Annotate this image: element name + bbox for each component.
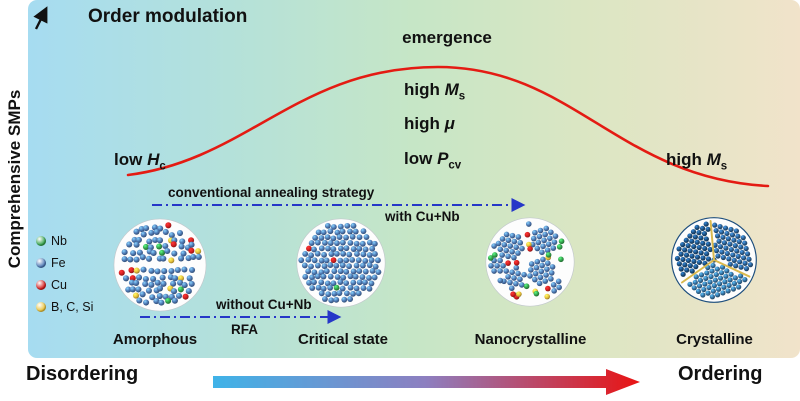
peak-line-high-mu: high μ [404,114,455,134]
disordering-ordering-arrow [213,369,640,395]
figure-title: Order modulation [88,6,248,27]
stage-circle-critical [296,218,386,308]
legend-label: Fe [51,256,66,270]
ordering-label: Ordering [678,363,763,385]
stage-label-nanocrystalline: Nanocrystalline [474,331,587,348]
stage-circle-crystalline [671,217,757,303]
high-ms-right-label: high Ms [666,150,728,173]
conventional-annealing-label: conventional annealing strategy [168,185,375,200]
legend-label: Cu [51,278,67,292]
legend-item-nb: Nb [36,230,93,252]
legend-label: Nb [51,234,67,248]
stage-label-critical: Critical state [297,331,389,348]
peak-properties: high Ms high μ low Pcv [404,76,465,179]
atom-legend: Nb Fe Cu B, C, Si [36,230,93,318]
rfa-label: RFA [231,322,258,337]
legend-item-fe: Fe [36,252,93,274]
disordering-label: Disordering [26,363,139,385]
peak-line-low-pcv: low Pcv [404,148,462,172]
legend-item-bcsi: B, C, Si [36,296,93,318]
with-cunb-label: with Cu+Nb [385,209,460,224]
without-cunb-label: without Cu+Nb [216,297,312,312]
stage-label-crystalline: Crystalline [676,331,753,348]
low-hc-label: low Hc [114,150,166,173]
legend-label: B, C, Si [51,300,94,314]
stage-circle-amorphous [113,218,207,312]
legend-item-cu: Cu [36,274,93,296]
emergence-label: emergence [402,28,492,47]
bcsi-atom-icon [36,302,46,312]
fe-atom-icon [36,258,46,268]
nb-atom-icon [36,236,46,246]
y-axis-label: Comprehensive SMPs [5,89,24,269]
stage-circle-nanocrystalline [485,217,575,307]
cu-atom-icon [36,280,46,290]
peak-line-high-ms: high Ms [404,80,466,103]
stage-label-amorphous: Amorphous [112,331,198,348]
